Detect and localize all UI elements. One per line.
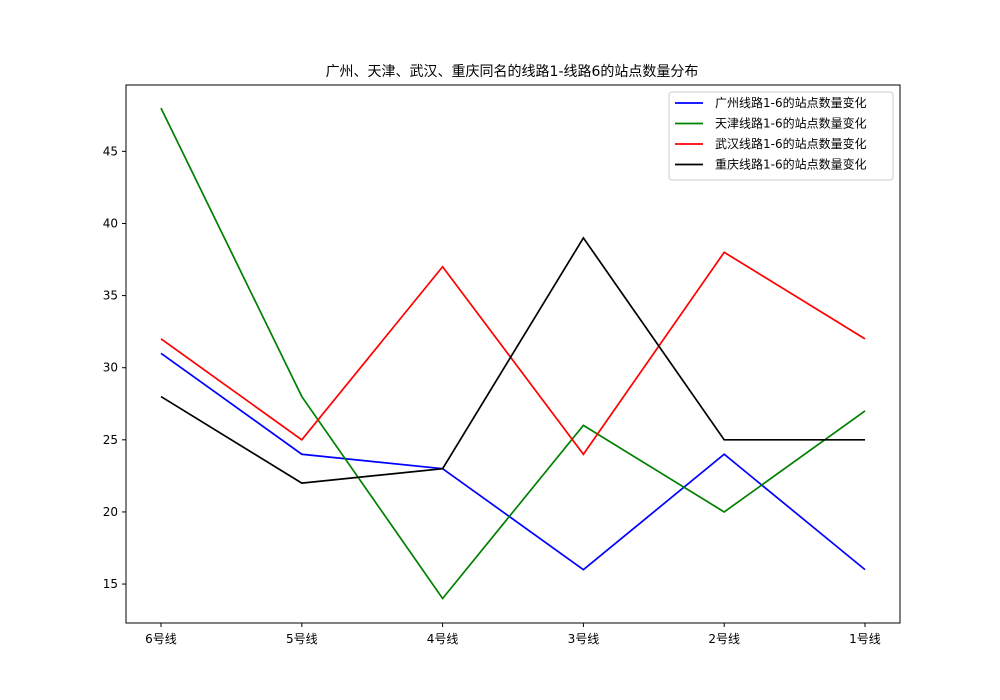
y-tick-label-45: 45: [103, 144, 118, 158]
legend-box: [668, 91, 894, 181]
legend-label-2: 天津线路1-6的站点数量变化: [715, 116, 867, 131]
legend-label-3: 武汉线路1-6的站点数量变化: [715, 136, 867, 151]
y-tick-label-25: 25: [103, 433, 118, 447]
plot-area: [160, 107, 866, 600]
x-tick-label-2: 5号线: [286, 632, 318, 646]
y-tick-label-20: 20: [103, 505, 118, 519]
y-tick-label-15: 15: [103, 577, 118, 591]
legend-label-1: 广州线路1-6的站点数量变化: [715, 95, 867, 110]
axes: 15 20 25 30 35 40 45 6号线 5号线 4号线 3号线 2号线 1号线: [103, 84, 901, 646]
series-line-2: [160, 107, 866, 600]
legend-label-4: 重庆线路1-6的站点数量变化: [715, 157, 867, 172]
y-tick-label-40: 40: [103, 216, 118, 230]
chart-title: 广州、天津、武汉、重庆同名的线路1-线路6的站点数量分布: [326, 64, 699, 80]
x-tick-label-3: 4号线: [427, 632, 459, 646]
series-line-1: [160, 352, 866, 571]
x-tick-label-4: 3号线: [568, 632, 600, 646]
series-line-3: [160, 251, 866, 456]
axes-frame: [125, 84, 901, 624]
x-tick-label-5: 2号线: [708, 632, 740, 646]
series-line-4: [160, 236, 865, 484]
y-tick-label-30: 30: [103, 361, 118, 375]
y-tick-label-35: 35: [103, 289, 118, 303]
x-tick-label-6: 1号线: [849, 632, 881, 646]
x-tick-label-1: 6号线: [145, 632, 177, 646]
legend: 广州线路1-6的站点数量变化天津线路1-6的站点数量变化武汉线路1-6的站点数量…: [668, 91, 894, 181]
